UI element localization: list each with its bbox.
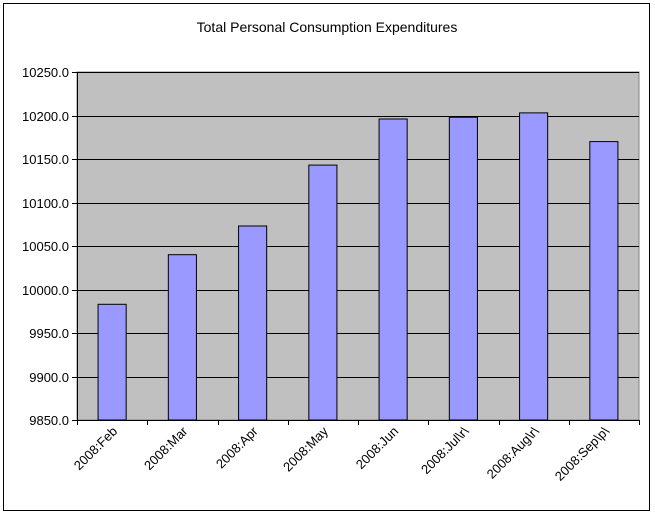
x-tick-label: 2008:Jul\r\	[418, 423, 472, 477]
x-tick-label: 2008:Apr	[213, 423, 261, 471]
bar-4	[378, 118, 408, 421]
y-axis-ticks: 9850.0 9900.0 9950.0 10000.0 10050.0 10100.0 1…	[22, 65, 77, 428]
y-tick-label: 10100.0	[22, 196, 69, 211]
x-tick-label: 2008:Jun	[353, 424, 401, 472]
y-tick-label: 10150.0	[22, 152, 69, 167]
x-tick-label: 2008:Sep\p\	[552, 423, 612, 483]
bar-0	[97, 303, 127, 421]
y-tick-label: 9950.0	[29, 326, 69, 341]
y-tick-label: 10050.0	[22, 239, 69, 254]
x-tick-label: 2008:Aug\r\	[484, 423, 542, 481]
bar-3	[308, 164, 338, 421]
y-tick-label: 10250.0	[22, 65, 69, 80]
y-tick-label: 10200.0	[22, 109, 69, 124]
x-tick-label: 2008:Mar	[141, 423, 191, 473]
x-tick-label: 2008:Feb	[71, 424, 120, 473]
x-axis-ticks: 2008:Feb 2008:Mar 2008:Apr 2008:May 2008:Jun…	[71, 420, 640, 484]
bar-1	[167, 254, 197, 421]
y-tick-label: 9850.0	[29, 413, 69, 428]
chart-title: Total Personal Consumption Expenditures	[197, 19, 458, 35]
bar-6	[519, 112, 549, 421]
y-tick-label: 9900.0	[29, 370, 69, 385]
bars	[97, 112, 619, 421]
y-tick-label: 10000.0	[22, 283, 69, 298]
bar-2	[238, 225, 268, 421]
x-tick-label: 2008:May	[280, 423, 331, 474]
bar-7	[589, 141, 619, 421]
bar-5	[448, 116, 478, 421]
